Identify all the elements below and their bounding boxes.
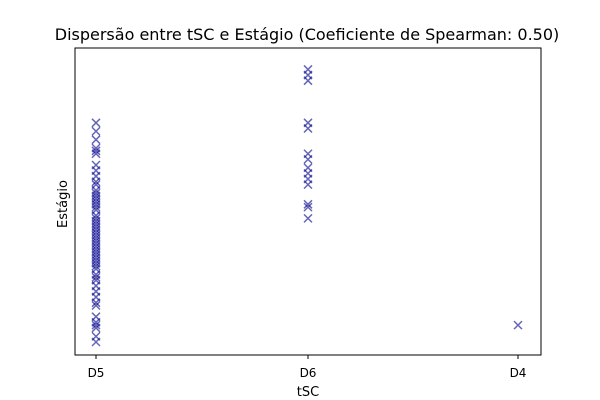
plot-area xyxy=(74,47,542,356)
data-point xyxy=(513,320,523,330)
data-point xyxy=(91,320,101,330)
data-point xyxy=(303,123,313,133)
data-point xyxy=(303,202,313,212)
data-point xyxy=(303,180,313,190)
data-point xyxy=(91,202,101,212)
data-point xyxy=(91,261,101,271)
data-point xyxy=(91,177,101,187)
data-point xyxy=(91,323,101,333)
data-point xyxy=(303,76,313,86)
data-point xyxy=(91,300,101,311)
x-tick-label: D5 xyxy=(88,366,105,380)
data-point xyxy=(91,272,101,282)
data-point xyxy=(91,135,101,145)
x-axis-label: tSC xyxy=(297,385,319,400)
data-point xyxy=(91,149,101,159)
data-point xyxy=(91,298,101,308)
data-point xyxy=(303,154,313,164)
x-tick-label: D6 xyxy=(300,366,317,380)
data-point xyxy=(303,213,313,223)
data-point xyxy=(303,199,313,209)
plot-frame xyxy=(74,47,542,356)
data-point xyxy=(91,337,101,347)
x-axis: D5 D6 D4 xyxy=(88,355,527,380)
y-axis-label: Estágio xyxy=(56,180,71,228)
data-point xyxy=(91,146,101,156)
data-point xyxy=(91,126,101,136)
data-points xyxy=(91,64,523,347)
chart-title: Dispersão entre tSC e Estágio (Coeficien… xyxy=(55,25,560,44)
data-point xyxy=(91,118,101,128)
x-tick-label: D4 xyxy=(510,366,527,380)
